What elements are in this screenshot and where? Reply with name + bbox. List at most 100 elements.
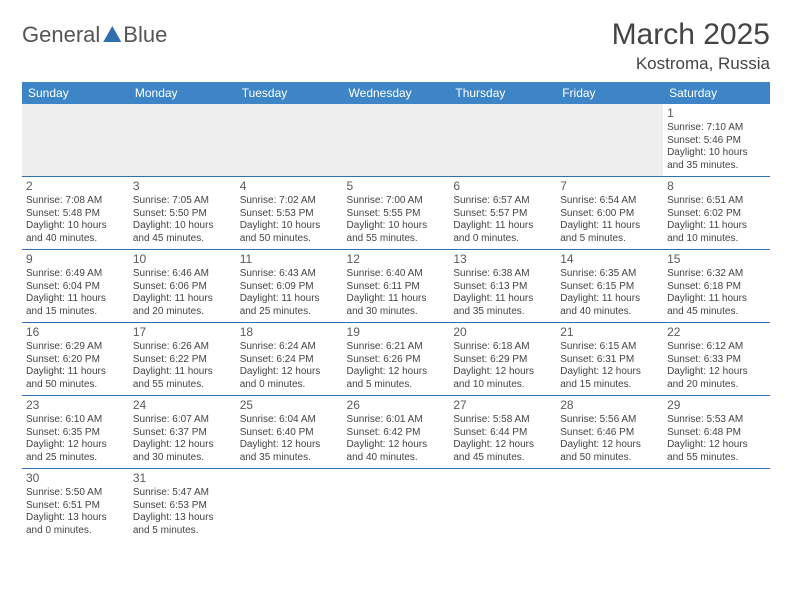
calendar-day: 22Sunrise: 6:12 AMSunset: 6:33 PMDayligh… [663,323,770,396]
title-block: March 2025 Kostroma, Russia [612,18,770,74]
day-detail: Sunset: 6:24 PM [240,354,339,367]
calendar-day: 7Sunrise: 6:54 AMSunset: 6:00 PMDaylight… [556,177,663,250]
day-detail: Sunrise: 5:58 AM [453,414,552,427]
day-detail: Sunset: 6:15 PM [560,281,659,294]
calendar-day: 21Sunrise: 6:15 AMSunset: 6:31 PMDayligh… [556,323,663,396]
calendar-day: 16Sunrise: 6:29 AMSunset: 6:20 PMDayligh… [22,323,129,396]
day-detail: and 35 minutes. [667,160,766,173]
day-number: 3 [133,179,232,194]
day-number: 16 [26,325,125,340]
day-detail: Daylight: 12 hours [347,439,446,452]
day-detail: Sunrise: 6:07 AM [133,414,232,427]
day-number: 24 [133,398,232,413]
day-detail: Sunset: 6:53 PM [133,500,232,513]
day-detail: Daylight: 12 hours [667,366,766,379]
calendar-week: 1Sunrise: 7:10 AMSunset: 5:46 PMDaylight… [22,104,770,177]
day-number: 1 [667,106,766,121]
calendar-day: 28Sunrise: 5:56 AMSunset: 6:46 PMDayligh… [556,396,663,469]
day-detail: and 25 minutes. [26,452,125,465]
day-detail: Daylight: 12 hours [560,439,659,452]
day-detail: Sunrise: 6:10 AM [26,414,125,427]
day-detail: Daylight: 11 hours [667,293,766,306]
calendar-blank [556,104,663,177]
day-detail: Sunrise: 6:40 AM [347,268,446,281]
day-detail: Sunset: 5:53 PM [240,208,339,221]
day-detail: and 15 minutes. [560,379,659,392]
day-detail: and 20 minutes. [667,379,766,392]
day-detail: Daylight: 10 hours [26,220,125,233]
day-detail: Sunset: 6:13 PM [453,281,552,294]
day-detail: Sunset: 6:42 PM [347,427,446,440]
day-detail: Daylight: 12 hours [240,439,339,452]
calendar-day: 31Sunrise: 5:47 AMSunset: 6:53 PMDayligh… [129,469,236,542]
calendar-blank [343,469,450,542]
day-detail: and 25 minutes. [240,306,339,319]
day-detail: and 0 minutes. [240,379,339,392]
day-number: 10 [133,252,232,267]
day-detail: Sunset: 6:51 PM [26,500,125,513]
calendar-day: 10Sunrise: 6:46 AMSunset: 6:06 PMDayligh… [129,250,236,323]
day-detail: and 0 minutes. [453,233,552,246]
calendar-day: 24Sunrise: 6:07 AMSunset: 6:37 PMDayligh… [129,396,236,469]
day-detail: Sunrise: 6:35 AM [560,268,659,281]
weekday-header: Tuesday [236,82,343,104]
day-detail: and 15 minutes. [26,306,125,319]
day-detail: Sunrise: 6:21 AM [347,341,446,354]
day-number: 17 [133,325,232,340]
day-detail: Sunrise: 5:53 AM [667,414,766,427]
calendar-day: 5Sunrise: 7:00 AMSunset: 5:55 PMDaylight… [343,177,450,250]
day-detail: and 30 minutes. [347,306,446,319]
day-detail: and 45 minutes. [133,233,232,246]
day-detail: Daylight: 12 hours [453,366,552,379]
calendar-day: 26Sunrise: 6:01 AMSunset: 6:42 PMDayligh… [343,396,450,469]
day-detail: Sunset: 6:06 PM [133,281,232,294]
day-detail: Sunrise: 6:49 AM [26,268,125,281]
calendar-day: 6Sunrise: 6:57 AMSunset: 5:57 PMDaylight… [449,177,556,250]
calendar-day: 29Sunrise: 5:53 AMSunset: 6:48 PMDayligh… [663,396,770,469]
day-number: 21 [560,325,659,340]
day-detail: Daylight: 12 hours [240,366,339,379]
calendar-blank [449,104,556,177]
day-detail: Sunset: 6:04 PM [26,281,125,294]
day-number: 2 [26,179,125,194]
day-number: 26 [347,398,446,413]
calendar-day: 8Sunrise: 6:51 AMSunset: 6:02 PMDaylight… [663,177,770,250]
weekday-header: Monday [129,82,236,104]
header: General Blue March 2025 Kostroma, Russia [22,18,770,74]
day-detail: and 45 minutes. [667,306,766,319]
day-detail: and 40 minutes. [347,452,446,465]
day-number: 18 [240,325,339,340]
day-detail: Daylight: 11 hours [347,293,446,306]
day-number: 31 [133,471,232,486]
logo-text-2: Blue [123,22,167,48]
calendar-day: 2Sunrise: 7:08 AMSunset: 5:48 PMDaylight… [22,177,129,250]
day-detail: Sunrise: 6:29 AM [26,341,125,354]
day-number: 6 [453,179,552,194]
day-detail: Daylight: 12 hours [560,366,659,379]
calendar-day: 17Sunrise: 6:26 AMSunset: 6:22 PMDayligh… [129,323,236,396]
calendar-week: 23Sunrise: 6:10 AMSunset: 6:35 PMDayligh… [22,396,770,469]
day-detail: and 55 minutes. [133,379,232,392]
day-detail: Sunset: 6:46 PM [560,427,659,440]
day-detail: Sunrise: 6:54 AM [560,195,659,208]
day-detail: Sunrise: 6:24 AM [240,341,339,354]
calendar-day: 4Sunrise: 7:02 AMSunset: 5:53 PMDaylight… [236,177,343,250]
day-detail: Sunrise: 6:46 AM [133,268,232,281]
day-detail: Sunrise: 5:47 AM [133,487,232,500]
day-number: 23 [26,398,125,413]
day-detail: Sunrise: 7:10 AM [667,122,766,135]
day-detail: and 0 minutes. [26,525,125,538]
calendar-day: 23Sunrise: 6:10 AMSunset: 6:35 PMDayligh… [22,396,129,469]
calendar-week: 9Sunrise: 6:49 AMSunset: 6:04 PMDaylight… [22,250,770,323]
day-detail: Sunrise: 6:32 AM [667,268,766,281]
calendar-day: 15Sunrise: 6:32 AMSunset: 6:18 PMDayligh… [663,250,770,323]
day-detail: Daylight: 10 hours [667,147,766,160]
calendar-week: 16Sunrise: 6:29 AMSunset: 6:20 PMDayligh… [22,323,770,396]
day-detail: Daylight: 12 hours [133,439,232,452]
weekday-header: Thursday [449,82,556,104]
calendar-blank [236,469,343,542]
day-detail: Sunset: 5:46 PM [667,135,766,148]
day-detail: and 10 minutes. [453,379,552,392]
day-number: 22 [667,325,766,340]
day-number: 4 [240,179,339,194]
